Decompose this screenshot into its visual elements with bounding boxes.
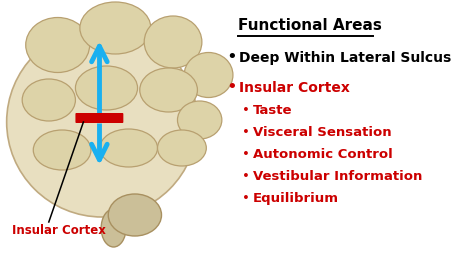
Ellipse shape [7, 27, 198, 217]
Ellipse shape [101, 209, 126, 247]
Ellipse shape [177, 101, 222, 139]
Text: •: • [242, 104, 250, 117]
Ellipse shape [157, 130, 206, 166]
Text: •: • [242, 148, 250, 161]
Text: •: • [242, 170, 250, 183]
Ellipse shape [108, 194, 162, 236]
Ellipse shape [184, 52, 233, 97]
Text: Insular Cortex: Insular Cortex [12, 224, 106, 237]
Text: Equilibrium: Equilibrium [253, 192, 339, 205]
Text: •: • [226, 78, 237, 96]
Ellipse shape [140, 68, 198, 112]
Text: Functional Areas: Functional Areas [238, 18, 382, 33]
Text: Autonomic Control: Autonomic Control [253, 148, 392, 161]
Text: •: • [226, 48, 237, 66]
Text: Deep Within Lateral Sulcus: Deep Within Lateral Sulcus [239, 51, 451, 65]
Ellipse shape [75, 66, 137, 110]
Ellipse shape [80, 2, 151, 54]
Ellipse shape [26, 18, 90, 73]
Ellipse shape [33, 130, 91, 170]
Text: •: • [242, 126, 250, 139]
FancyBboxPatch shape [75, 113, 123, 123]
Text: Vestibular Information: Vestibular Information [253, 170, 422, 183]
Text: Taste: Taste [253, 104, 292, 117]
Text: •: • [242, 192, 250, 205]
Ellipse shape [22, 79, 75, 121]
Ellipse shape [144, 16, 202, 68]
Text: Insular Cortex: Insular Cortex [239, 81, 350, 95]
Text: Visceral Sensation: Visceral Sensation [253, 126, 392, 139]
Ellipse shape [100, 129, 157, 167]
